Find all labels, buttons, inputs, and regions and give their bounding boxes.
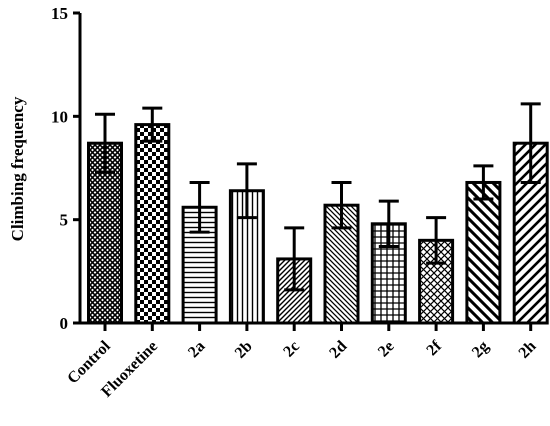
- bar-fluoxetine: [134, 123, 171, 325]
- bar-2g: [465, 180, 502, 325]
- bars-group: [87, 123, 549, 325]
- y-tick-label: 5: [60, 211, 69, 230]
- x-tick-label: 2c: [280, 338, 303, 361]
- y-tick-label: 10: [51, 107, 68, 126]
- x-tick-label: 2a: [185, 338, 208, 361]
- x-tick-label: 2b: [232, 338, 256, 362]
- x-tick-label: 2g: [469, 338, 492, 361]
- x-tick-label: 2d: [326, 338, 350, 362]
- y-tick-label: 0: [60, 314, 69, 333]
- x-tick-label: 2f: [423, 337, 445, 359]
- x-tick-label: 2e: [375, 338, 398, 361]
- y-tick-label: 15: [51, 4, 68, 23]
- error-bars-group: [95, 102, 541, 292]
- y-axis-label: Climbing frequency: [8, 96, 27, 241]
- y-ticks-group: 0 5 10 15: [51, 4, 80, 333]
- x-tick-label: 2h: [516, 338, 540, 362]
